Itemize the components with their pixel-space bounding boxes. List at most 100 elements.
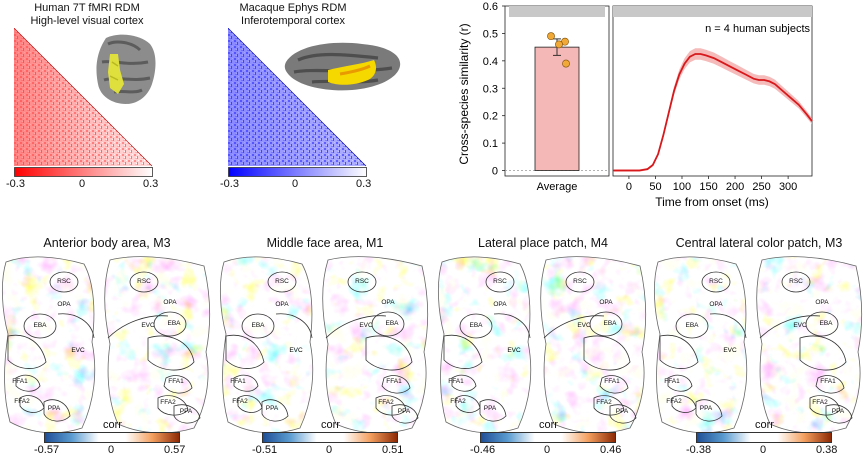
roi-label: RSC	[57, 278, 71, 285]
cortical-flatmap: RSC OPA EBA FFA1 FFA2 PPA EVC RSC OPA EVC EBA FFA1 F…	[216, 252, 434, 443]
ytick-label: 0.6	[483, 1, 498, 13]
roi-label: PPA	[832, 408, 845, 415]
xtick-label: 50	[649, 181, 661, 193]
roi-label: FFA2	[160, 399, 176, 406]
flatmap-panel: Middle face area, M1	[218, 232, 432, 460]
colorbar-label: corr	[321, 419, 340, 431]
human-cbar-mid: 0	[79, 178, 86, 190]
colorbar-label: corr	[755, 419, 774, 431]
roi-label: FFA2	[812, 399, 828, 406]
ytick-label: 0.1	[483, 138, 498, 150]
roi-label: RSC	[493, 278, 507, 285]
roi-label: FFA1	[820, 378, 836, 385]
roi-label: PPA	[266, 405, 279, 412]
roi-label: EBA	[385, 320, 399, 327]
bar-chart-yticks: 0 0.1 0.2 0.3 0.4 0.5 0.6	[483, 1, 505, 178]
human-rdm-title-line1: Human 7T fMRI RDM	[34, 2, 140, 14]
roi-label: FFA1	[230, 378, 246, 385]
roi-label: FFA1	[604, 378, 620, 385]
colorbar-label: corr	[103, 419, 122, 431]
xtick-label: 150	[699, 181, 717, 193]
roi-label: OPA	[57, 301, 71, 308]
flatmap-panel: Lateral place patch, M4	[436, 232, 650, 460]
flatmap-title: Anterior body area, M3	[43, 236, 171, 250]
roi-label: RSC	[137, 278, 151, 285]
roi-label: PPA	[398, 408, 411, 415]
macaque-cbar-mid: 0	[292, 178, 299, 190]
human-rdm-title: Human 7T fMRI RDM High-level visual cort…	[16, 2, 158, 28]
xtick-label: 300	[779, 181, 797, 193]
flatmap-panel: Central lateral color patch, M3	[652, 232, 866, 460]
roi-label: EVC	[507, 347, 521, 354]
roi-label: EBA	[167, 320, 181, 327]
flatmap-title: Lateral place patch, M4	[478, 236, 608, 250]
roi-label: OPA	[275, 301, 289, 308]
colorbar-mid-label: 0	[544, 444, 551, 456]
roi-label: OPA	[599, 299, 613, 306]
bar-chart-ceiling	[509, 6, 605, 17]
timecourse-error-band	[613, 48, 812, 172]
diverging-colorbar	[44, 432, 180, 443]
roi-label: FFA2	[450, 398, 466, 405]
line-chart-xticks: 0 50 100 150 200 250 300	[626, 176, 797, 193]
human-rdm-matrix	[14, 28, 153, 167]
colorbar-min-label: -0.51	[252, 444, 278, 456]
roi-label: PPA	[180, 408, 193, 415]
cortical-flatmap: RSC OPA EBA FFA1 FFA2 PPA EVC RSC OPA EVC EBA FFA1 F…	[434, 252, 652, 443]
subject-point	[547, 32, 555, 41]
roi-label: RSC	[709, 278, 723, 285]
colorbar-mid-label: 0	[108, 444, 115, 456]
colorbar-max-label: 0.51	[382, 444, 404, 456]
ytick-label: 0.2	[483, 111, 498, 123]
roi-label: EBA	[603, 320, 617, 327]
macaque-rdm-matrix	[228, 28, 367, 167]
flatmap-panel: Anterior body area, M3	[0, 232, 214, 460]
cortical-flatmap: RSC OPA EBA FFA1 FFA2 PPA EVC RSC OPA EVC EBA FFA1 F…	[650, 252, 866, 443]
roi-label: PPA	[48, 405, 61, 412]
xtick-label: 250	[752, 181, 770, 193]
roi-label: FFA1	[386, 378, 402, 385]
cortical-flatmap: RSC OPA EBA FFA1 FFA2 PPA EVC RSC OPA EVC EBA FFA1 F…	[0, 252, 216, 443]
colorbar-max-label: 0.57	[164, 444, 186, 456]
line-chart-annotation: n = 4 human subjects	[705, 23, 810, 35]
roi-label: PPA	[484, 405, 497, 412]
roi-label: EVC	[359, 322, 373, 329]
human-rdm-colorbar	[14, 167, 153, 177]
timecourse-line	[613, 53, 813, 172]
colorbar-mid-label: 0	[326, 444, 333, 456]
average-bar	[534, 46, 580, 171]
roi-label: PPA	[616, 408, 629, 415]
line-chart-ceiling	[613, 6, 812, 17]
roi-label: EVC	[723, 347, 737, 354]
roi-label: FFA1	[448, 378, 464, 385]
macaque-rdm-colorbar	[228, 167, 367, 177]
flatmap-title: Middle face area, M1	[266, 236, 384, 250]
macaque-rdm-title: Macaque Ephys RDM Inferotemporal cortex	[222, 2, 364, 28]
bar-chart-ylabel: Cross-species similarity (r)	[457, 23, 471, 164]
colorbar-max-label: 0.46	[600, 444, 622, 456]
roi-label: EBA	[251, 322, 265, 329]
roi-label: EBA	[469, 322, 483, 329]
diverging-colorbar	[480, 432, 616, 443]
colorbar-min-label: -0.46	[470, 444, 496, 456]
flatmap-title: Central lateral color patch, M3	[675, 236, 843, 250]
roi-label: EVC	[71, 347, 85, 354]
ytick-label: 0.3	[483, 83, 498, 95]
roi-label: EVC	[577, 322, 591, 329]
diverging-colorbar	[262, 432, 398, 443]
roi-label: OPA	[709, 301, 723, 308]
roi-label: RSC	[275, 278, 289, 285]
roi-label: FFA1	[664, 378, 680, 385]
roi-label: EVC	[141, 322, 155, 329]
roi-label: EBA	[819, 320, 833, 327]
roi-label: FFA1	[12, 378, 28, 385]
roi-label: EVC	[793, 322, 807, 329]
human-rdm-title-line2: High-level visual cortex	[30, 15, 144, 27]
colorbar-max-label: 0.38	[816, 444, 838, 456]
human-cbar-min: -0.3	[6, 178, 25, 190]
xtick-label: 0	[626, 181, 632, 193]
bar-category-label: Average	[537, 181, 578, 193]
roi-label: EBA	[33, 322, 47, 329]
roi-label: EVC	[289, 347, 303, 354]
roi-label: FFA2	[378, 399, 394, 406]
